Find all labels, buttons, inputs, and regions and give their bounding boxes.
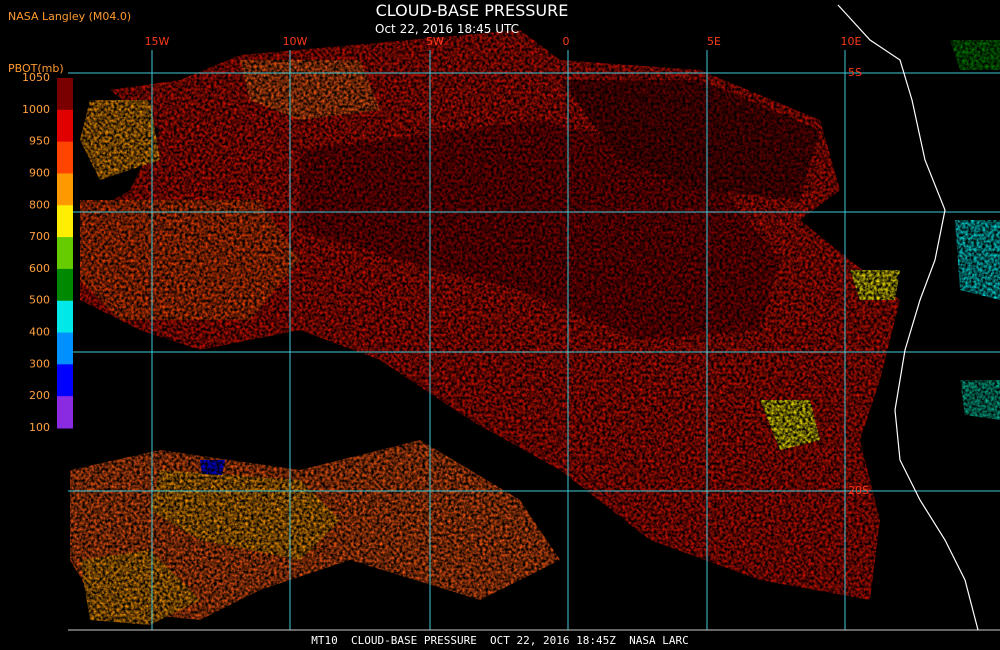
colorbar-swatch	[57, 78, 73, 111]
colorbar-swatch	[57, 141, 73, 174]
lon-label: 5W	[426, 35, 444, 48]
colorbar: 1050 1000 950 900 800 700 600 500 400 300 200 100	[22, 71, 73, 434]
colorbar-tick-label: 500	[29, 294, 50, 307]
colorbar-tick-label: 1000	[22, 103, 50, 116]
lon-label: 0	[563, 35, 570, 48]
colorbar-swatch	[57, 300, 73, 334]
colorbar-swatch	[57, 237, 73, 270]
colorbar-swatch	[57, 364, 73, 397]
colorbar-tick-label: 800	[29, 198, 50, 211]
lat-labels: 5S 20S	[848, 66, 869, 497]
lon-label: 10W	[283, 35, 308, 48]
lon-labels: 15W 10W 5W 0 5E 10E	[145, 35, 862, 48]
title: CLOUD-BASE PRESSURE	[376, 1, 569, 20]
colorbar-tick-label: 1050	[22, 71, 50, 84]
lon-label: 15W	[145, 35, 170, 48]
colorbar-tick-label: 100	[29, 421, 50, 434]
colorbar-swatch	[57, 109, 73, 143]
lon-label: 5E	[707, 35, 721, 48]
graticule	[68, 50, 1000, 631]
footer: MT10 CLOUD-BASE PRESSURE OCT 22, 2016 18…	[311, 634, 689, 647]
colorbar-label: PBOT(mb)	[8, 62, 64, 75]
coastline	[837, 4, 979, 631]
cloud-field	[70, 30, 1000, 625]
colorbar-swatch	[57, 396, 73, 429]
lat-label: 20S	[848, 484, 869, 497]
lat-label: 5S	[848, 66, 862, 79]
colorbar-tick-label: 200	[29, 389, 50, 402]
colorbar-tick-label: 400	[29, 326, 50, 339]
colorbar-tick-label: 950	[29, 135, 50, 148]
colorbar-swatch	[57, 205, 73, 238]
colorbar-tick-label: 900	[29, 166, 50, 179]
colorbar-tick-label: 300	[29, 357, 50, 370]
subtitle: Oct 22, 2016 18:45 UTC	[375, 22, 519, 36]
colorbar-swatch	[57, 173, 73, 206]
source: NASA Langley (M04.0)	[8, 10, 131, 23]
colorbar-tick-label: 600	[29, 262, 50, 275]
colorbar-swatch	[57, 332, 73, 365]
lon-label: 10E	[841, 35, 862, 48]
colorbar-tick-label: 700	[29, 230, 50, 243]
colorbar-swatch	[57, 268, 73, 302]
